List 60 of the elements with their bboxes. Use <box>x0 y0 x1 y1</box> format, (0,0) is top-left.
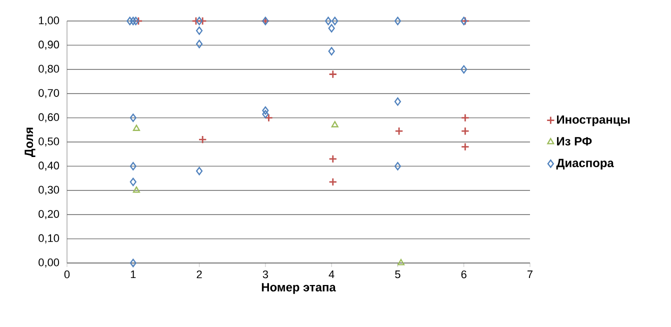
point <box>460 114 470 122</box>
point <box>394 126 404 136</box>
y-tick-label: 0,10 <box>38 234 60 244</box>
x-tick-label: 7 <box>528 270 532 278</box>
point <box>394 162 401 170</box>
y-tick-label: 0,60 <box>38 113 60 122</box>
x-tick-label: 5 <box>395 270 400 278</box>
point <box>394 97 401 106</box>
point <box>460 126 470 136</box>
y-tick-label: 0,00 <box>38 258 60 268</box>
point <box>192 16 200 26</box>
x-tick-label: 0 <box>64 270 70 278</box>
point <box>196 40 203 48</box>
y-tick-label: 0,90 <box>38 40 60 50</box>
point <box>130 258 136 268</box>
point <box>198 16 207 26</box>
x-axis-title: Номер этапа <box>262 283 336 294</box>
point <box>324 16 332 26</box>
point <box>460 65 468 74</box>
point <box>262 110 269 118</box>
y-tick-label: 1,00 <box>38 16 60 26</box>
point <box>332 16 338 26</box>
x-tick-label: 4 <box>328 270 334 278</box>
point <box>328 24 335 32</box>
point <box>460 142 470 152</box>
x-tick-label: 6 <box>461 270 466 278</box>
point <box>328 178 338 186</box>
point <box>328 154 338 164</box>
y-tick-label: 0,20 <box>38 210 60 220</box>
y-tick-label: 0,70 <box>38 89 60 98</box>
y-tick-label: 0,80 <box>38 64 60 74</box>
point <box>126 16 134 26</box>
point <box>196 16 203 26</box>
legend-label: Диаспора <box>556 158 614 170</box>
x-tick-label: 3 <box>262 270 268 278</box>
legend-label: Иностранцы <box>557 115 630 126</box>
point <box>394 16 401 26</box>
point <box>264 114 274 122</box>
point <box>397 259 405 266</box>
point <box>132 186 140 193</box>
point <box>262 106 269 115</box>
y-tick-label: 0,40 <box>38 162 60 171</box>
point <box>328 47 335 56</box>
point <box>196 26 203 35</box>
point <box>196 166 203 176</box>
point <box>130 162 136 170</box>
point <box>130 16 136 26</box>
point <box>331 121 338 128</box>
point <box>132 16 140 26</box>
point <box>328 70 338 79</box>
y-tick-label: 0,50 <box>38 137 60 147</box>
y-axis-title: Доля <box>24 128 36 158</box>
point <box>130 114 136 122</box>
point <box>198 135 207 144</box>
legend-label: Из РФ <box>557 137 592 146</box>
x-tick-label: 1 <box>130 270 136 278</box>
point <box>130 178 136 186</box>
x-tick-label: 2 <box>196 270 202 278</box>
point <box>132 124 140 131</box>
y-tick-label: 0,30 <box>38 186 60 195</box>
